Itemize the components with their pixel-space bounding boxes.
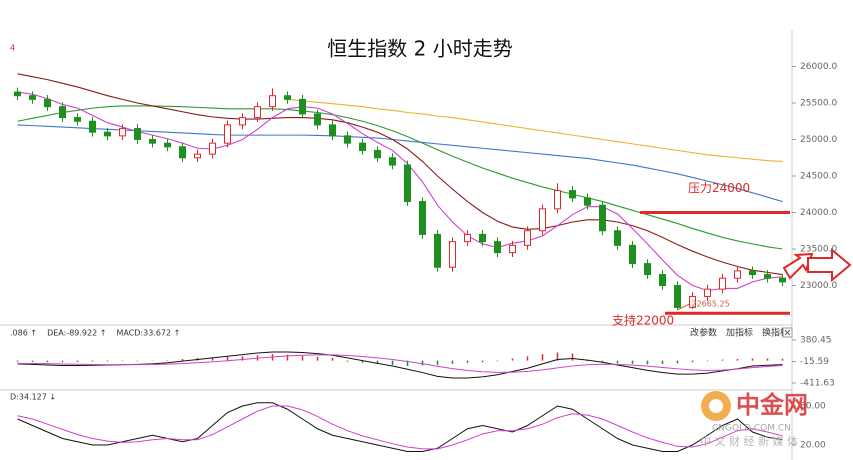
candle-body [524, 230, 531, 246]
y-tick-label: -15.59 [800, 357, 829, 367]
candle-body [119, 128, 126, 137]
arrow-icon [807, 247, 852, 283]
level-label: 压力24000 [688, 181, 750, 195]
candle-body [374, 149, 381, 159]
y-tick-label: 80.00 [800, 402, 826, 412]
candle-body [509, 244, 516, 254]
candle-body [74, 117, 81, 122]
indicator-header: .086 ↑ [10, 329, 37, 338]
candle-body [104, 131, 111, 137]
candle-body [254, 106, 261, 119]
candle-body [764, 274, 771, 279]
candle-body [284, 95, 291, 100]
candle-body [194, 153, 201, 159]
candle-body [674, 285, 681, 308]
candle-body [134, 128, 141, 141]
low-label: 22665.25 [692, 299, 730, 308]
candle-body [404, 164, 411, 203]
line-series [17, 402, 783, 452]
candle-body [389, 157, 396, 166]
candle-body [314, 113, 321, 126]
line-series [17, 354, 783, 373]
candle-body [89, 120, 96, 133]
y-tick-label: 23000.0 [800, 281, 837, 291]
candle-body [44, 98, 51, 108]
watermark-brand: 中金网 [736, 391, 808, 419]
candle-body [599, 204, 606, 232]
line-series [17, 91, 783, 292]
candle-body [554, 190, 561, 210]
indicator-button[interactable]: 改参数 [690, 327, 717, 339]
candle-body [539, 208, 546, 232]
y-tick-label: 380.45 [800, 336, 832, 346]
candle-body [449, 241, 456, 268]
corner-label: 4 [10, 44, 15, 53]
candle-body [614, 230, 621, 246]
close-button[interactable] [782, 327, 793, 338]
candle-body [644, 263, 651, 276]
candle-body [164, 142, 171, 148]
candle-body [299, 98, 306, 115]
candle-body [59, 106, 66, 119]
candle-body [479, 233, 486, 243]
candle-body [569, 190, 576, 199]
candle-body [704, 288, 711, 297]
candle-body [689, 295, 696, 308]
indicator-header: D:34.127 ↓ [10, 393, 56, 402]
candle-body [179, 146, 186, 159]
y-tick-label: 24500.0 [800, 172, 837, 182]
candle-body [209, 142, 216, 155]
candle-body [239, 117, 246, 126]
candle-body [419, 201, 426, 235]
watermark-domain: CNGOLD.COM.CN [712, 424, 791, 434]
candle-body [659, 274, 666, 286]
candle-body [269, 95, 276, 108]
y-tick-label: 25500.0 [800, 99, 837, 109]
candle-body [464, 233, 471, 243]
indicator-header: MACD:33.672 ↑ [116, 329, 180, 338]
indicator-button[interactable]: 加指标 [726, 327, 753, 339]
chart-title: 恒生指数 2 小时走势 [327, 37, 512, 61]
close-cross [784, 329, 791, 336]
candle-body [344, 135, 351, 144]
candle-body [719, 277, 726, 290]
candle-body [584, 197, 591, 206]
candle-body [329, 124, 336, 137]
y-tick-label: 25000.0 [800, 135, 837, 145]
y-tick-label: -411.63 [800, 378, 835, 388]
low-pointer [677, 303, 690, 311]
y-tick-label: 20.00 [800, 441, 826, 451]
candle-body [779, 277, 786, 283]
y-tick-label: 23500.0 [800, 245, 837, 255]
indicator-button[interactable]: 换指标 [762, 327, 789, 339]
candle-body [434, 233, 441, 268]
candle-body [359, 142, 366, 151]
line-series [287, 98, 783, 162]
candle-body [749, 270, 756, 276]
candle-body [224, 124, 231, 144]
line-series [17, 124, 783, 203]
line-series [17, 105, 783, 250]
line-series [17, 405, 783, 450]
watermark-logo-inner [709, 399, 723, 413]
watermark: 中金网 CNGOLD.COM.CN中 文 财 经 新 媒 体 [700, 391, 808, 448]
candle-body [14, 91, 21, 97]
candle-body [29, 95, 36, 100]
candle-body [629, 244, 636, 265]
level-label: 支持22000 [612, 313, 674, 328]
watermark-slogan: 中 文 财 经 新 媒 体 [700, 434, 798, 448]
y-tick-label: 26000.0 [800, 62, 837, 72]
candle-body [494, 241, 501, 254]
candle-body [734, 270, 741, 279]
y-tick-label: 24000.0 [800, 208, 837, 218]
candle-body [149, 139, 156, 144]
indicator-header: DEA:-89.922 ↑ [47, 329, 106, 338]
line-series [17, 73, 783, 276]
